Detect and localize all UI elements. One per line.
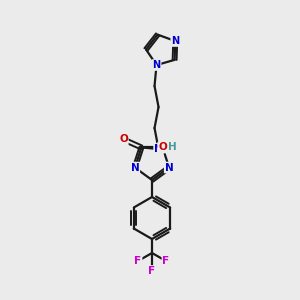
Text: O: O [119,134,128,144]
Text: F: F [162,256,169,266]
Text: H: H [167,142,176,152]
Text: N: N [165,163,173,172]
Text: F: F [148,266,156,276]
Text: N: N [171,36,179,46]
Text: N: N [154,144,163,154]
Text: N: N [152,60,160,70]
Text: O: O [158,142,167,152]
Text: N: N [130,163,139,172]
Text: F: F [134,256,142,266]
